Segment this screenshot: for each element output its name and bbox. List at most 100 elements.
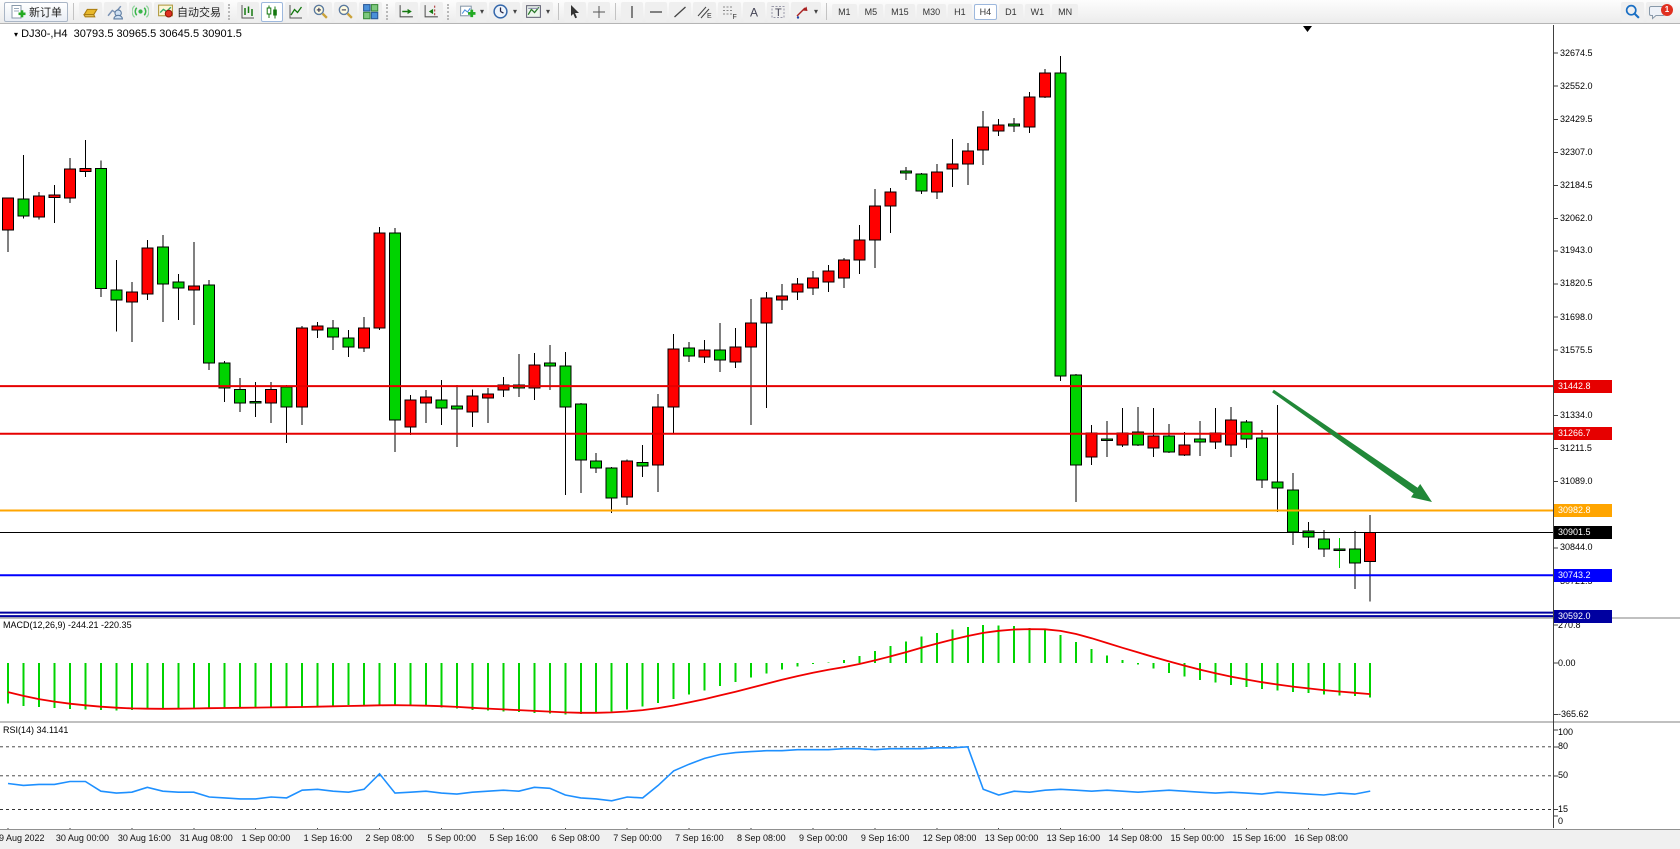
cursor-button[interactable] <box>564 1 587 22</box>
horizontal-line-button[interactable] <box>645 1 668 22</box>
timeframe-w1[interactable]: W1 <box>1024 3 1051 20</box>
current-price-badge: 30901.5 <box>1554 525 1612 539</box>
time-axis-label: 9 Sep 00:00 <box>798 833 848 843</box>
auto-scroll-button[interactable] <box>395 1 418 22</box>
candle-body <box>1348 548 1361 564</box>
candlestick-chart-button[interactable] <box>261 1 283 22</box>
timeframe-m5[interactable]: M5 <box>858 3 884 20</box>
price-tick-label: 31698.0 <box>1560 311 1593 322</box>
time-axis-label: 6 Sep 08:00 <box>551 833 600 843</box>
tile-windows-button[interactable] <box>359 1 382 22</box>
rsi-tick-label: 100 <box>1558 727 1574 737</box>
price-tick-label: 31943.0 <box>1560 245 1593 256</box>
timeframe-m15[interactable]: M15 <box>885 3 915 20</box>
candle-body <box>915 173 928 192</box>
chart-title: ▾ DJ30-,H4 30793.5 30965.5 30645.5 30901… <box>14 28 242 40</box>
signals-button[interactable] <box>129 1 152 22</box>
macd-tick-label: 270.8 <box>1558 619 1581 630</box>
zoom-in-button[interactable] <box>309 1 332 22</box>
candle-body <box>590 460 603 469</box>
trade-accounts-button[interactable] <box>104 1 127 22</box>
candle-body <box>574 403 587 461</box>
timeframe-h4[interactable]: H4 <box>973 3 998 20</box>
bar-chart-button[interactable] <box>237 1 259 22</box>
time-axis-strip <box>0 829 1680 849</box>
toolbar: 新订单 <box>0 0 1680 24</box>
svg-text:E: E <box>707 13 712 20</box>
search-button[interactable] <box>1621 1 1644 22</box>
candle-body <box>466 395 479 413</box>
candle-body <box>17 198 30 217</box>
rsi-tick-label: 50 <box>1558 770 1569 781</box>
title-marker-icon: ▾ <box>14 30 19 39</box>
price-tick-label: 32429.5 <box>1560 113 1593 124</box>
fibonacci-button[interactable]: F <box>718 1 742 22</box>
candle-body <box>203 284 216 364</box>
templates-button[interactable]: ▾ <box>522 1 554 22</box>
candle-body <box>961 150 974 165</box>
clock-icon <box>493 4 508 19</box>
candlestick-icon <box>266 5 277 18</box>
notifications-button[interactable]: 1 <box>1646 1 1673 22</box>
timeframe-d1[interactable]: D1 <box>999 3 1023 20</box>
candle-body <box>1070 374 1083 466</box>
candle-body <box>667 348 680 408</box>
indicators-button[interactable]: ▾ <box>456 1 488 22</box>
new-order-icon <box>11 4 26 18</box>
timeframe-m1[interactable]: M1 <box>832 3 857 20</box>
time-axis-label: 1 Sep 00:00 <box>241 833 291 843</box>
time-axis-label: 31 Aug 08:00 <box>179 833 233 843</box>
text-label-icon: T <box>771 5 785 19</box>
time-axis-label: 5 Sep 16:00 <box>489 833 538 843</box>
annotation-arrow[interactable] <box>1272 389 1432 502</box>
price-level-badge: 30592.0 <box>1554 609 1612 623</box>
candle-body <box>528 364 541 389</box>
text-label-button[interactable]: T <box>767 1 790 22</box>
timeframe-mn[interactable]: MN <box>1052 3 1079 20</box>
arrows-button[interactable]: ▾ <box>791 1 822 22</box>
candle-body <box>156 246 169 285</box>
gold-icon <box>83 8 98 18</box>
candle-body <box>172 281 185 289</box>
text-button[interactable]: A <box>743 1 766 22</box>
crosshair-button[interactable] <box>588 1 611 22</box>
autotrading-button[interactable]: 自动交易 <box>154 1 224 22</box>
candle-body <box>1132 431 1144 446</box>
candle-body <box>899 170 912 174</box>
candle-body <box>729 346 742 363</box>
candle-body <box>1023 96 1036 128</box>
svg-text:T: T <box>775 7 782 19</box>
dropdown-caret: ▾ <box>513 7 518 16</box>
candle-body <box>2 197 14 231</box>
market-watch-button[interactable] <box>79 1 102 22</box>
zoom-in-icon <box>313 4 328 19</box>
candle-body <box>358 327 370 349</box>
line-chart-button[interactable] <box>285 1 307 22</box>
rsi-tick-label: 80 <box>1558 741 1569 752</box>
candle-body <box>63 168 76 199</box>
candle-body <box>1147 435 1160 449</box>
time-axis-label: 9 Sep 16:00 <box>860 833 910 843</box>
candle-body <box>1054 72 1067 377</box>
search-icon <box>1625 4 1640 19</box>
candle-body <box>1364 531 1377 563</box>
vertical-line-button[interactable] <box>621 1 644 22</box>
candle-body <box>884 191 897 207</box>
new-order-button[interactable]: 新订单 <box>4 1 68 22</box>
candle-body <box>776 295 788 301</box>
candle-body <box>249 401 262 404</box>
chart-shift-button[interactable] <box>420 1 443 22</box>
trendline-button[interactable] <box>669 1 692 22</box>
autotrading-icon <box>158 4 173 18</box>
candle-body <box>33 195 45 218</box>
periods-button[interactable]: ▾ <box>489 1 521 22</box>
zoom-out-button[interactable] <box>334 1 357 22</box>
timeframe-h1[interactable]: H1 <box>948 3 972 20</box>
rsi-tick-label: 15 <box>1558 804 1569 815</box>
candle-body <box>930 171 943 193</box>
candle-body <box>992 124 1005 132</box>
time-axis-label: 7 Sep 00:00 <box>613 833 662 843</box>
timeframe-m30[interactable]: M30 <box>916 3 947 20</box>
channel-button[interactable]: E <box>693 1 717 22</box>
